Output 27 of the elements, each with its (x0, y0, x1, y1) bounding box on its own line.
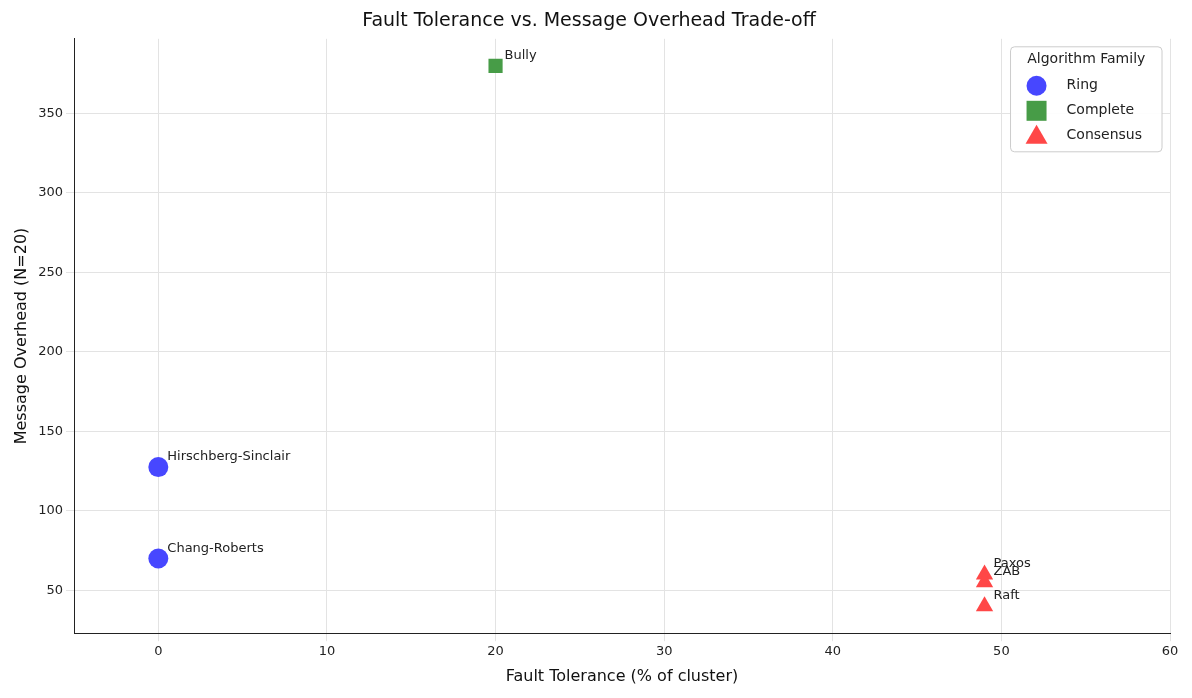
x-tick-label: 10 (318, 643, 336, 659)
y-tick-label: 250 (38, 263, 64, 279)
x-tick-label: 60 (1161, 643, 1179, 659)
y-tick-label: 200 (38, 343, 64, 359)
annotation: Raft (993, 587, 1020, 603)
annotation: Chang-Roberts (167, 539, 264, 555)
y-tick-label: 50 (46, 581, 64, 597)
x-tick-label: 40 (824, 643, 842, 659)
legend-label: Consensus (1066, 126, 1143, 143)
y-tick-label: 100 (38, 502, 64, 518)
y-tick-label: 300 (38, 184, 64, 200)
chart-title: Fault Tolerance vs. Message Overhead Trade-off (362, 8, 817, 31)
y-axis-title: Message Overhead (N=20) (10, 227, 30, 445)
point (488, 58, 503, 73)
x-tick-label: 50 (993, 643, 1010, 659)
legend-label: Ring (1066, 76, 1098, 93)
x-tick-label: 20 (487, 643, 504, 659)
y-tick-label: 350 (38, 104, 64, 120)
x-axis-title: Fault Tolerance (% of cluster) (505, 665, 739, 685)
y-tick-label: 150 (38, 422, 64, 438)
point (975, 596, 994, 612)
legend-label: Complete (1066, 101, 1135, 118)
annotation: Bully (504, 46, 537, 62)
legend-title: Algorithm Family (1027, 50, 1146, 67)
annotation: Hirschberg-Sinclair (167, 448, 291, 464)
x-tick-label: 0 (154, 643, 163, 659)
x-tick-label: 30 (655, 643, 673, 659)
